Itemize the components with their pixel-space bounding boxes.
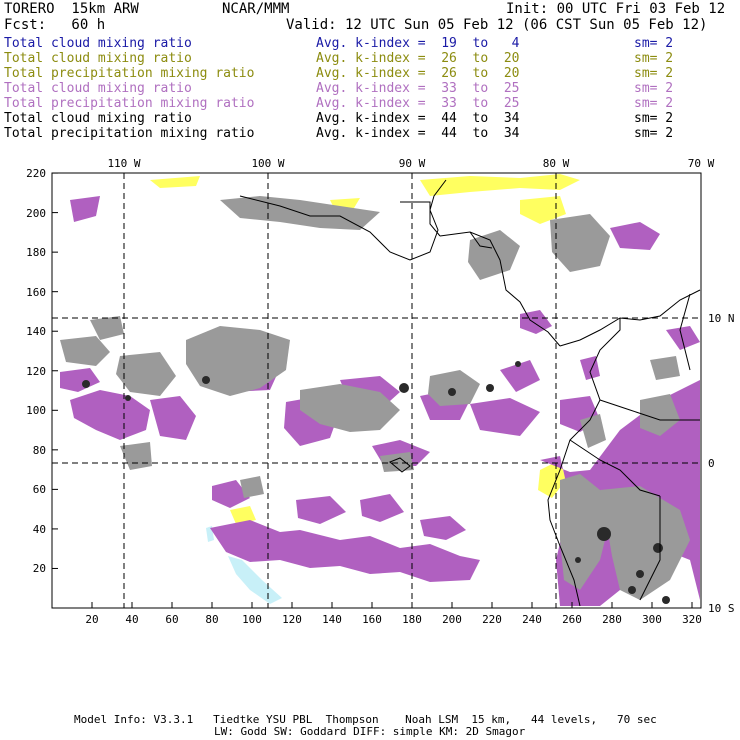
legend-smoothing: sm= 2 [634,66,674,81]
legend-smoothing: sm= 2 [634,81,674,96]
top-lon-label: 70 W [687,157,715,170]
top-lon-label: 80 W [542,157,570,170]
x-tick-label: 240 [522,613,542,626]
legend-smoothing: sm= 2 [634,96,674,111]
y-tick-label: 140 [26,325,46,339]
y-tick-label: 160 [26,285,46,299]
legend-index: Avg. k-index = 19 to 4 [316,36,520,51]
x-tick-label: 300 [642,613,662,626]
y-tick-label: 40 [32,522,46,536]
x-tick-label: 320 [682,613,702,626]
top-lon-label: 100 W [251,157,285,170]
legend-field: Total precipitation mixing ratio [4,126,255,141]
x-tick-label: 40 [125,613,139,626]
lat-lon-grid [52,173,701,608]
deep-convection-cores [82,361,670,604]
y-tick-label: 120 [26,364,46,378]
forecast-hour: Fcst: 60 h [4,17,106,33]
x-tick-label: 220 [482,613,502,626]
legend-index: Avg. k-index = 33 to 25 [316,81,520,96]
physics-info: LW: Godd SW: Goddard DIFF: simple KM: 2D… [214,725,526,738]
x-tick-label: 80 [205,613,219,626]
right-lat-label: 10 N [708,312,735,325]
x-tick-label: 180 [402,613,422,626]
x-tick-label: 160 [362,613,382,626]
coastlines [239,179,701,607]
x-tick-label: 60 [165,613,179,626]
top-lon-label: 110 W [107,157,141,170]
cloud-areas [60,196,690,600]
y-tick-label: 220 [26,167,46,181]
y-tick-label: 200 [26,206,46,220]
x-tick-label: 140 [322,613,342,626]
x-tick-label: 100 [242,613,262,626]
legend-smoothing: sm= 2 [634,111,674,126]
y-tick-label: 80 [32,443,46,457]
init-time: Init: 00 UTC Fri 03 Feb 12 [506,1,726,17]
legend-index: Avg. k-index = 26 to 20 [316,66,520,81]
legend-field: Total cloud mixing ratio [4,81,192,96]
valid-time: Valid: 12 UTC Sun 05 Feb 12 (06 CST Sun … [286,17,708,33]
y-tick-label: 60 [32,483,46,497]
x-tick-label: 120 [282,613,302,626]
legend-smoothing: sm= 2 [634,36,674,51]
legend-field: Total cloud mixing ratio [4,111,192,126]
legend-field: Total cloud mixing ratio [4,51,192,66]
legend-index: Avg. k-index = 33 to 25 [316,96,520,111]
legend-field: Total precipitation mixing ratio [4,96,255,111]
x-tick-label: 200 [442,613,462,626]
legend-index: Avg. k-index = 44 to 34 [316,126,520,141]
model-info: Model Info: V3.3.1 Tiedtke YSU PBL Thomp… [74,713,657,726]
right-lat-label: 10 S [708,602,735,615]
legend-smoothing: sm= 2 [634,51,674,66]
top-lon-label: 90 W [398,157,426,170]
model-title: TORERO 15km ARW [4,1,139,17]
x-tick-label: 280 [602,613,622,626]
org-label: NCAR/MMM [222,1,290,17]
plot-frame [51,172,702,609]
right-lat-label: 0 [708,457,715,470]
legend-index: Avg. k-index = 44 to 34 [316,111,520,126]
legend-field: Total cloud mixing ratio [4,36,192,51]
axis-ticks [52,172,693,608]
x-tick-label: 260 [562,613,582,626]
y-tick-label: 180 [26,246,46,260]
legend-smoothing: sm= 2 [634,126,674,141]
y-tick-label: 20 [32,562,46,576]
legend-index: Avg. k-index = 26 to 20 [316,51,520,66]
shallow-cloud-area [228,556,282,604]
y-tick-label: 100 [26,404,46,418]
legend-field: Total precipitation mixing ratio [4,66,255,81]
x-tick-label: 20 [85,613,99,626]
